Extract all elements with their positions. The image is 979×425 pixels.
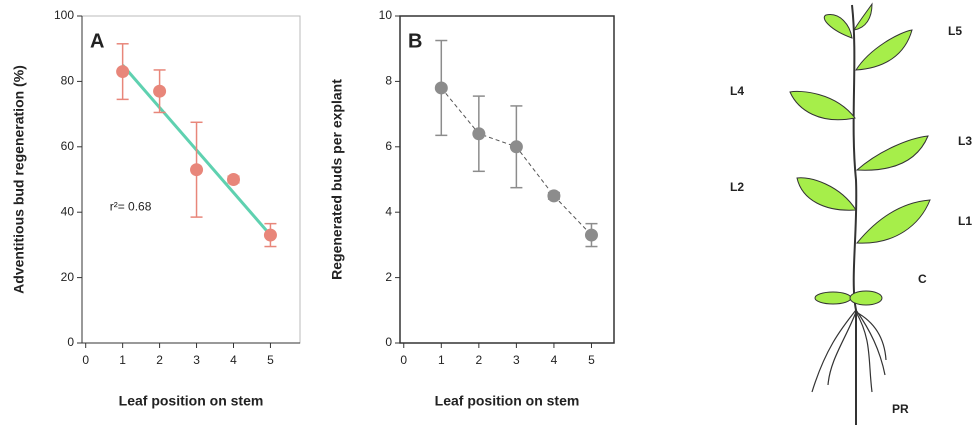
leaf-label: L4	[730, 84, 744, 98]
point	[190, 163, 204, 177]
x-axis-label: Leaf position on stem	[435, 393, 580, 409]
panel-label: A	[90, 30, 104, 52]
y-tick-label: 40	[61, 204, 75, 218]
point	[153, 84, 167, 98]
root-label: PR	[892, 402, 909, 416]
point	[584, 228, 598, 242]
y-axis-label: Regenerated buds per explant	[329, 79, 345, 280]
roots	[811, 309, 887, 393]
x-axis-label: Leaf position on stem	[119, 393, 264, 409]
y-axis-label: Adventitious bud regeneration (%)	[11, 65, 27, 294]
x-tick-label: 1	[438, 353, 445, 367]
panel-label: B	[408, 30, 422, 52]
cotyledon-label: C	[918, 272, 927, 286]
leaf-label: L1	[958, 214, 972, 228]
x-tick-label: 0	[400, 353, 407, 367]
leaf-label: L3	[958, 134, 972, 148]
y-tick-label: 8	[385, 74, 392, 88]
x-tick-label: 2	[475, 353, 482, 367]
point	[263, 228, 277, 242]
chart: 0 2 4 6 8 10 0 1 2 3 4 5 B Leaf position on stem Regen…	[329, 8, 615, 409]
leaves	[789, 2, 931, 306]
x-tick-label: 2	[156, 353, 163, 367]
plot-frame	[81, 15, 301, 344]
point	[226, 173, 240, 186]
x-tick-label: 3	[513, 353, 520, 367]
y-tick-label: 6	[385, 139, 392, 153]
y-tick-label: 20	[61, 270, 75, 284]
y-tick-label: 2	[385, 270, 392, 284]
y-tick-label: 0	[385, 335, 392, 349]
plot-frame	[399, 15, 615, 344]
x-tick-label: 4	[551, 353, 558, 367]
plant-diagram: L5 L4 L3 L2 L1 C PR	[730, 2, 972, 425]
point	[116, 65, 130, 79]
point	[472, 127, 486, 141]
point	[547, 189, 561, 203]
y-tick-label: 0	[67, 335, 74, 349]
y-tick-label: 60	[61, 139, 75, 153]
x-tick-label: 5	[267, 353, 274, 367]
stem	[851, 4, 858, 425]
y-tick-label: 10	[379, 8, 393, 22]
x-tick-label: 3	[193, 353, 200, 367]
point	[509, 140, 523, 154]
y-tick-label: 80	[61, 74, 75, 88]
leaf-label: L5	[948, 24, 962, 38]
x-tick-label: 4	[230, 353, 237, 367]
y-tick-label: 4	[385, 204, 392, 218]
annotation: r²= 0.68	[110, 199, 152, 213]
chart: 0 20 40 60 80 100 0 1 2 3 4 5 A Leaf position on stem…	[11, 8, 301, 409]
point	[434, 81, 448, 95]
leaf-label: L2	[730, 180, 744, 194]
x-tick-label: 0	[82, 353, 89, 367]
x-tick-label: 1	[119, 353, 126, 367]
y-tick-label: 100	[54, 8, 74, 22]
x-tick-label: 5	[588, 353, 595, 367]
